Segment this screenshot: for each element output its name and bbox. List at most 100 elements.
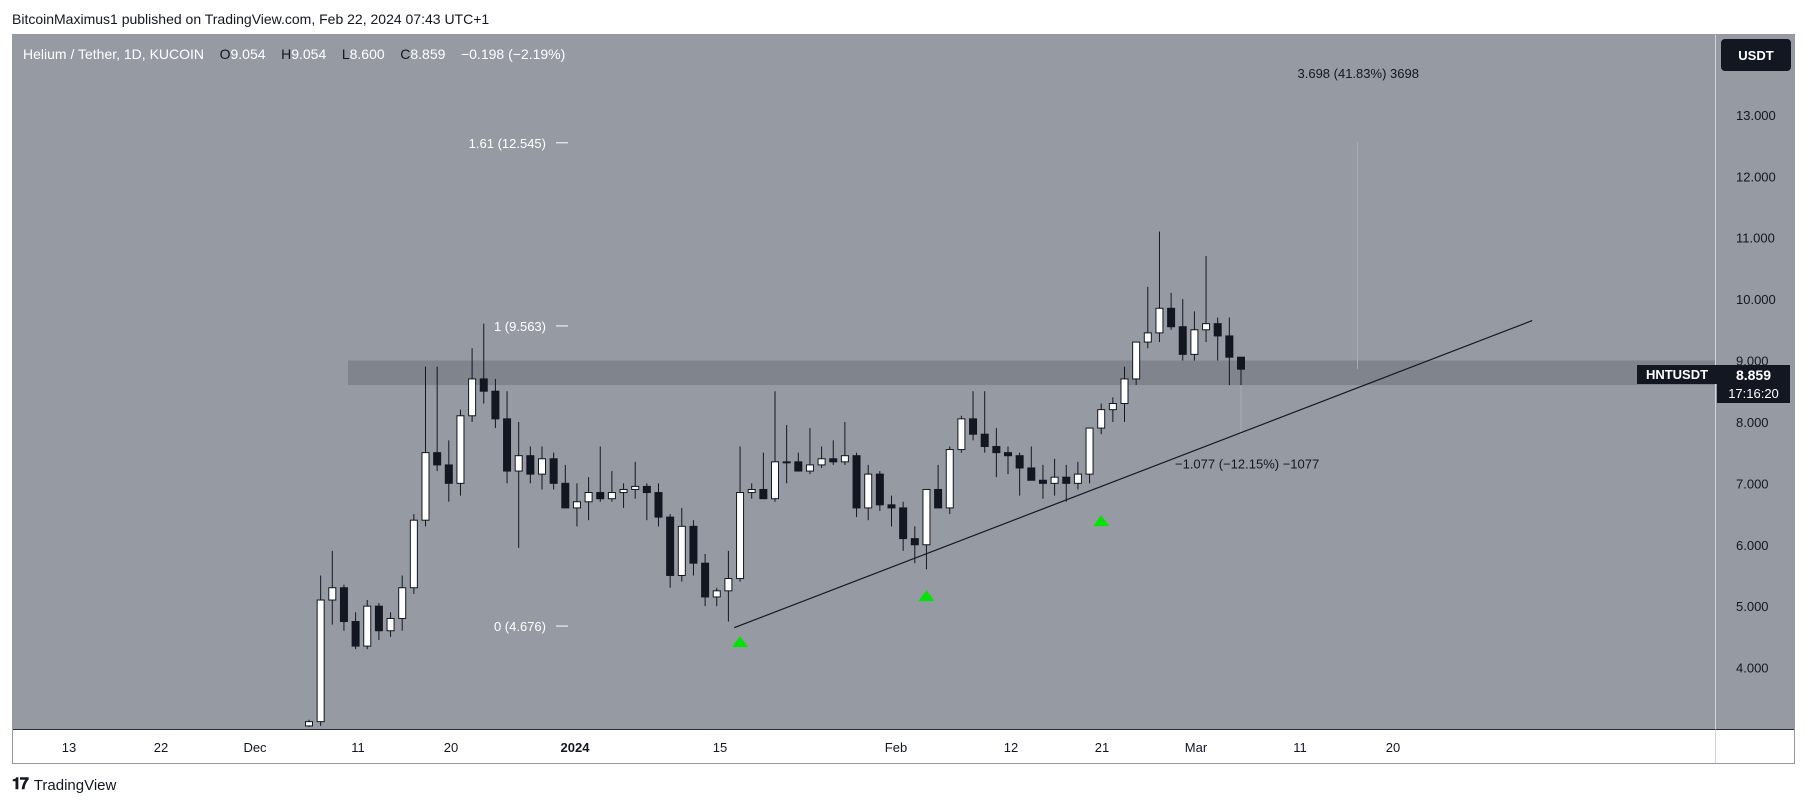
ticker-countdown: 17:16:20 [1717,384,1790,403]
time-tick-label: 12 [1004,740,1018,755]
tradingview-logo[interactable]: 𝟏𝟕 TradingView [12,776,116,794]
candle-down [1168,308,1175,326]
time-tick-label: 22 [154,740,168,755]
candle-up [469,379,476,416]
time-tick-label: 20 [1386,740,1400,755]
candle-up [958,419,965,450]
ticker-symbol: HNTUSDT [1637,365,1717,384]
candle-up [783,462,790,463]
candle-down [853,456,860,508]
candle-up [1109,403,1116,409]
candle-down [935,489,942,507]
price-tick-label: 11.000 [1736,231,1775,246]
candle-down [643,486,650,492]
candle-up [678,526,685,575]
candle-down [1005,453,1012,456]
candle-down [504,419,511,471]
measure-up-label: 3.698 (41.83%) 3698 [1298,66,1419,81]
candle-up [1144,333,1151,342]
candle-up [725,579,732,591]
candle-down [445,465,452,483]
support-marker [732,636,748,647]
time-tick-label: Dec [243,740,267,755]
ticker-price: 8.859 [1717,365,1790,384]
candle-down [900,508,907,539]
candle-up [748,489,755,492]
candle-up [818,459,825,465]
candle-down [375,606,382,631]
candle-up [1051,477,1058,483]
candle-up [737,493,744,579]
publisher-line: BitcoinMaximus1 published on TradingView… [12,11,489,27]
chart-frame: 1.61 (12.545) 1 (9.563) 0 (4.676) 3.698 (41… [12,34,1795,764]
time-axis: 13 22 Dec 11 20 2024 15 Feb 12 21 Mar 11 20 [13,730,1715,764]
fib-level-label: 0 (4.676) [494,619,546,634]
tradingview-logo-icon: 𝟏𝟕 [12,776,28,794]
candle-down [550,459,557,484]
price-tick-label: 8.000 [1736,415,1769,430]
candle-down [830,459,837,462]
candle-up [1191,330,1198,355]
legend-change: −0.198 (−2.19%) [461,46,565,62]
candle-down [690,526,697,563]
legend-close-label: C [400,46,410,62]
candle-up [306,722,313,726]
candle-down [480,379,487,391]
candle-down [667,517,674,575]
time-tick-label: Feb [885,740,907,755]
time-tick-label: 11 [1293,740,1307,755]
candle-down [702,563,709,597]
candle-up [387,618,394,630]
time-tick-label: 11 [351,740,365,755]
candle-down [970,419,977,434]
chart-legend: Helium / Tether, 1D, KUCOIN O9.054 H9.05… [23,46,565,62]
candle-down [1028,468,1035,480]
candle-up [1203,324,1210,330]
candle-up [539,459,546,474]
candle-down [795,462,802,471]
candlestick-chart[interactable]: 1.61 (12.545) 1 (9.563) 0 (4.676) 3.698 (41… [13,35,1715,729]
candle-down [993,446,1000,452]
candle-down [562,483,569,508]
candle-down [352,622,359,647]
legend-open-value: 9.054 [230,46,265,62]
ticker-price-tag: HNTUSDT 8.859 17:16:20 [1637,365,1790,403]
candle-down [597,493,604,499]
candle-down [1226,336,1233,357]
candle-up [364,606,371,646]
candle-up [841,456,848,462]
time-tick-label: 2024 [561,740,591,755]
plot-area[interactable]: 1.61 (12.545) 1 (9.563) 0 (4.676) 3.698 (41… [13,35,1715,729]
candle-up [422,453,429,521]
candle-up [806,465,813,471]
time-scale[interactable]: 13 22 Dec 11 20 2024 15 Feb 12 21 Mar 11 20 [13,729,1715,763]
resistance-zone [348,361,1715,386]
fib-level-label: 1 (9.563) [494,319,546,334]
candle-up [585,493,592,502]
candle-up [946,450,953,508]
candle-down [434,453,441,465]
candle-up [1074,474,1081,483]
candle-up [608,493,615,499]
candle-up [515,456,522,471]
time-tick-label: 20 [444,740,458,755]
currency-button[interactable]: USDT [1721,39,1791,71]
candle-down [888,505,895,508]
fib-level-label: 1.61 (12.545) [469,136,546,151]
time-tick-label: 15 [713,740,727,755]
candle-up [1133,342,1140,379]
candle-up [1121,379,1128,404]
candle-down [492,391,499,419]
candle-up [620,489,627,492]
candle-up [772,462,779,499]
legend-high-label: H [281,46,291,62]
candle-down [1214,324,1221,336]
legend-high-value: 9.054 [291,46,326,62]
time-tick-label: 13 [62,740,76,755]
candle-down [1063,477,1070,483]
candle-up [317,600,324,722]
candle-down [1238,357,1245,369]
candle-down [1039,480,1046,483]
time-tick-label: Mar [1185,740,1208,755]
candle-up [1086,428,1093,474]
